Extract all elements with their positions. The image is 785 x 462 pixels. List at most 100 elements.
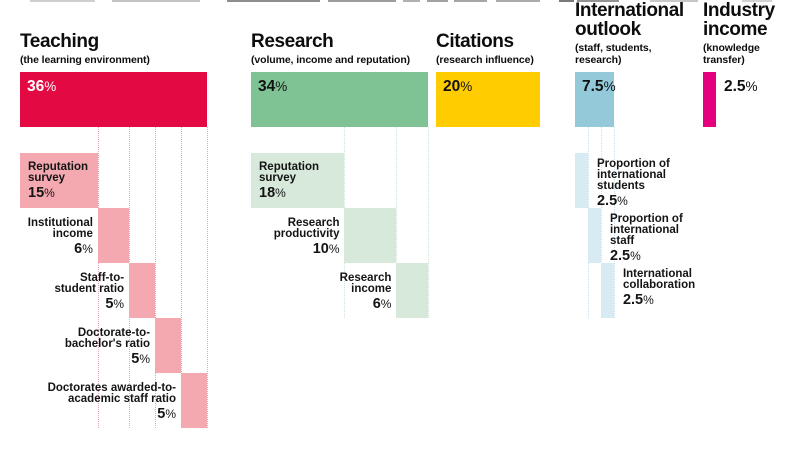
cropped-text-artifact (496, 0, 540, 2)
cropped-text-artifact (742, 0, 772, 2)
component-label-line: collaboration (622, 279, 696, 291)
component-label: Research income 6% (231, 272, 392, 312)
grid-dotted-line (427, 72, 429, 127)
component-block-research (251, 153, 345, 208)
component-label: Proportion of international staff 2.5% (609, 213, 725, 264)
component-block-teaching (181, 373, 207, 428)
category-header-international-outlook: International outlook (staff, students, res… (575, 1, 693, 66)
component-block-international-outlook (575, 153, 588, 208)
component-label: Research productivity 10% (180, 217, 340, 256)
category-title: Research (251, 32, 463, 51)
weight-value-industry-income: 2.5% (724, 78, 758, 96)
category-subtitle-line: (research influence) (436, 54, 534, 66)
component-label-line: bachelor's ratio (64, 338, 151, 350)
category-title-line: outlook (575, 19, 641, 40)
component-label: Proportion of international students 2.5% (596, 158, 712, 209)
component-value-number: 6 (372, 296, 381, 312)
category-title-line: income (703, 19, 768, 40)
component-value: 18% (259, 185, 340, 201)
component-label-line: Doctorate-to- (77, 327, 151, 339)
category-subtitle-line: (staff, students, (575, 42, 652, 54)
component-block-research (344, 208, 397, 263)
grid-dotted-line (155, 127, 157, 428)
weight-value-research: 34% (258, 78, 287, 96)
component-label-line: survey (28, 172, 66, 184)
component-value: 2.5% (609, 248, 725, 264)
percent-sign: % (643, 293, 654, 307)
component-value-number: 5 (105, 296, 114, 312)
cropped-text-artifact (454, 0, 487, 2)
grid-dotted-line (206, 127, 208, 428)
component-label-line: Research (339, 272, 392, 284)
category-title-line: Industry (703, 0, 775, 21)
grid-dotted-line (206, 72, 208, 127)
component-label-line: students (596, 180, 645, 192)
category-subtitle: (research influence) (436, 54, 606, 66)
component-value: 2.5% (597, 194, 712, 209)
category-subtitle: (staff, students, research) (575, 42, 693, 66)
component-value-number: 5 (157, 406, 166, 422)
category-header-citations: Citations (research influence) (436, 32, 606, 66)
grid-dotted-line (396, 127, 398, 318)
weight-bar-teaching (20, 72, 207, 127)
component-value-number: 2.5 (622, 292, 644, 308)
category-title: International outlook (575, 1, 693, 39)
percent-sign: % (44, 186, 55, 200)
component-label-line: Doctorates awarded-to- (47, 382, 177, 394)
percent-sign: % (630, 249, 641, 263)
percent-sign: % (460, 79, 473, 94)
component-label: Reputation survey 18% (259, 161, 340, 201)
cropped-text-artifact (427, 0, 448, 2)
percent-sign: % (44, 79, 57, 94)
component-label-line: productivity (273, 228, 340, 240)
cropped-text-artifact (577, 0, 619, 2)
percent-sign: % (328, 242, 340, 256)
component-value: 6% (0, 242, 93, 257)
category-header-research: Research (volume, income and reputation) (251, 32, 463, 66)
percent-sign: % (380, 297, 392, 311)
component-label-line: income (52, 228, 93, 240)
weight-value-number: 7.5 (582, 78, 604, 95)
percent-sign: % (139, 352, 151, 366)
component-value: 2.5% (622, 292, 738, 308)
component-block-teaching (129, 263, 156, 318)
percent-sign: % (617, 194, 628, 208)
category-subtitle: (knowledge transfer) (703, 42, 785, 66)
cropped-text-artifact (650, 0, 698, 2)
component-block-international-outlook (600, 263, 614, 318)
weight-value-number: 34 (258, 78, 276, 95)
percent-sign: % (745, 79, 758, 94)
component-label-line: Staff-to- (80, 272, 125, 284)
weight-value-number: 20 (443, 78, 461, 95)
component-label-line: Proportion of (609, 213, 683, 225)
component-value-number: 18 (259, 185, 276, 201)
category-header-industry-income: Industry income (knowledge transfer) (703, 1, 785, 66)
cropped-text-artifact (328, 0, 396, 2)
component-value-number: 5 (131, 351, 140, 367)
category-header-teaching: Teaching (the learning environment) (20, 32, 232, 66)
category-subtitle-line: transfer) (703, 54, 745, 66)
component-value-number: 2.5 (609, 248, 631, 264)
component-label: International collaboration 2.5% (622, 268, 738, 308)
component-label-line: Reputation (28, 161, 89, 173)
weight-value-number: 2.5 (723, 78, 746, 95)
weight-value-teaching: 36% (27, 78, 56, 96)
component-label-line: income (351, 283, 392, 295)
component-block-research (396, 263, 428, 318)
cropped-text-artifact (30, 0, 95, 2)
component-label-line: survey (259, 172, 297, 184)
component-block-teaching (155, 318, 181, 373)
grid-dotted-line (613, 127, 615, 318)
component-value: 6% (231, 296, 392, 312)
category-subtitle-line: (the learning environment) (20, 54, 150, 66)
category-title: Industry income (703, 1, 785, 39)
weight-bar-citations (436, 72, 540, 127)
cropped-text-artifact (227, 0, 320, 2)
component-block-international-outlook (587, 208, 601, 263)
component-label: Reputation survey 15% (28, 161, 94, 201)
component-value-number: 15 (28, 185, 45, 201)
grid-dotted-line (181, 127, 182, 428)
weight-value-citations: 20% (443, 78, 472, 96)
category-title-line: Citations (436, 31, 514, 52)
